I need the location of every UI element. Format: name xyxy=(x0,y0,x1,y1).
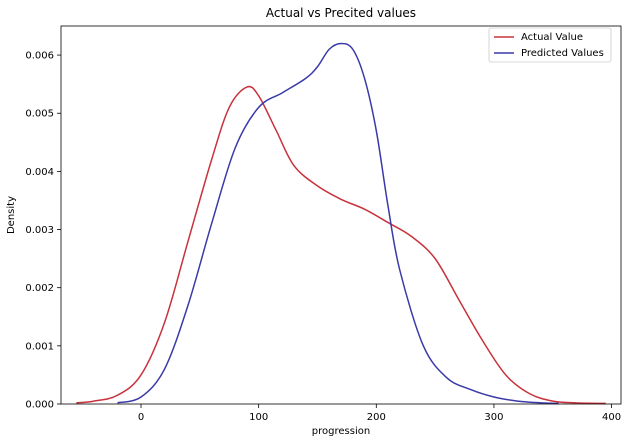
x-tick-label: 300 xyxy=(484,412,503,423)
legend-box xyxy=(488,27,612,63)
x-tick-label: 0 xyxy=(138,412,144,423)
plot-area-frame xyxy=(60,25,622,405)
x-axis-label: progression xyxy=(312,426,370,437)
y-tick-label: 0.006 xyxy=(25,51,54,62)
legend-label-actual-value: Actual Value xyxy=(521,32,583,43)
x-tick-label: 200 xyxy=(367,412,386,423)
y-tick-label: 0.002 xyxy=(25,283,54,294)
series-curves xyxy=(76,42,606,405)
x-axis: 0 100 200 300 400 xyxy=(138,404,621,423)
series-line-predicted-values xyxy=(117,42,559,405)
y-axis-label: Density xyxy=(6,196,17,234)
y-axis: 0.000 0.001 0.002 0.003 0.004 0.005 0.006 xyxy=(25,51,61,411)
y-tick-label: 0.000 xyxy=(25,400,54,411)
y-tick-label: 0.003 xyxy=(25,225,54,236)
y-tick-label: 0.001 xyxy=(25,341,54,352)
x-tick-label: 100 xyxy=(249,412,268,423)
y-tick-label: 0.004 xyxy=(25,167,54,178)
legend: Actual Value Predicted Values xyxy=(488,27,612,63)
x-tick-label: 400 xyxy=(602,412,621,423)
series-line-actual-value xyxy=(76,85,606,405)
y-tick-label: 0.005 xyxy=(25,109,54,120)
legend-label-predicted-values: Predicted Values xyxy=(521,48,604,59)
chart-title: Actual vs Precited values xyxy=(266,6,416,20)
